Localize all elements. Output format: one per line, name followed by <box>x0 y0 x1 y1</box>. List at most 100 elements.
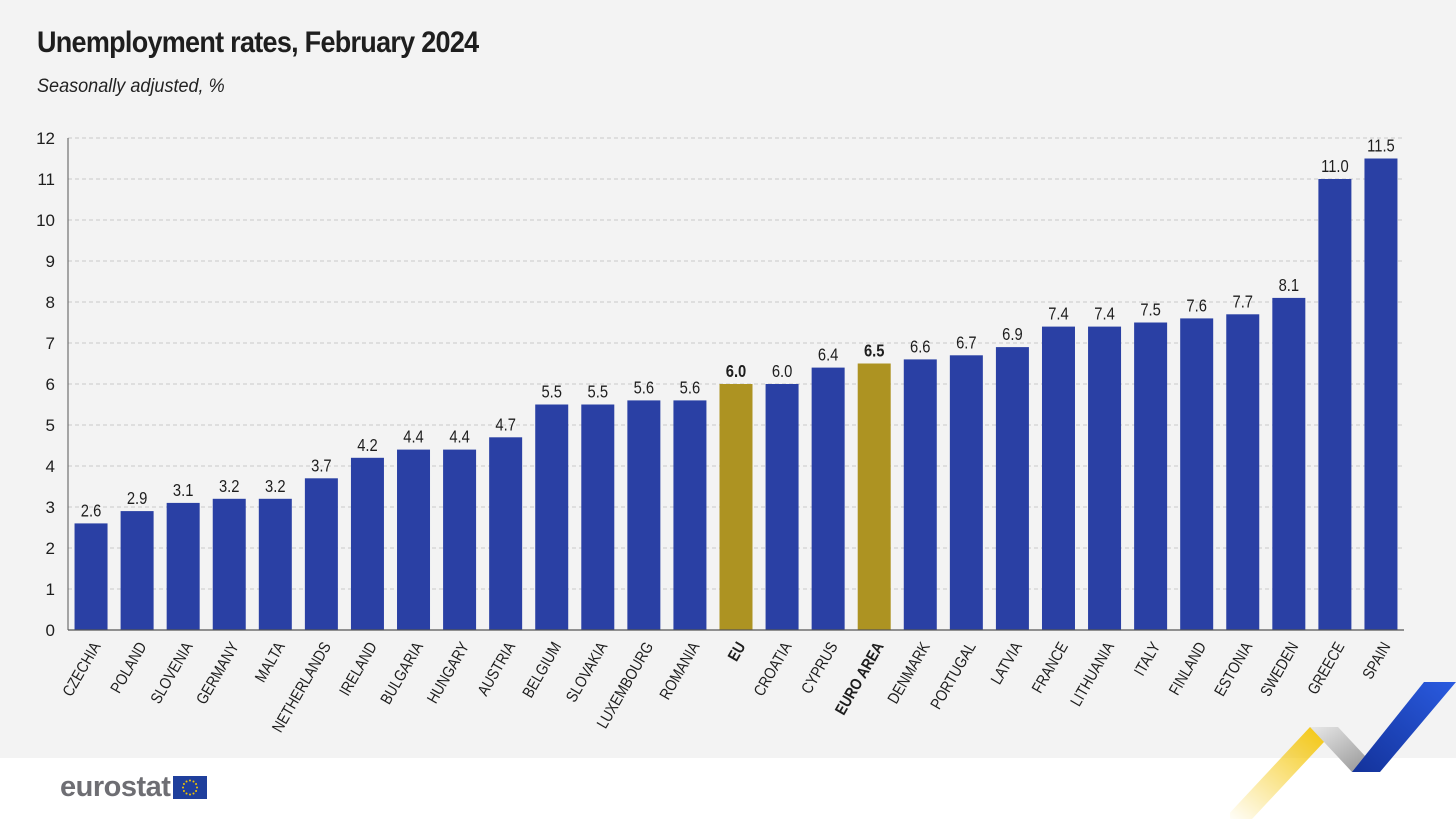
y-tick-label: 6 <box>46 375 55 394</box>
flag-star <box>195 783 198 785</box>
value-label: 2.6 <box>81 501 101 521</box>
value-label: 8.1 <box>1279 276 1299 296</box>
chart-title: Unemployment rates, February 2024 <box>37 26 479 59</box>
bar <box>857 363 891 630</box>
value-label: 7.5 <box>1140 300 1160 320</box>
value-label: 3.1 <box>173 481 193 501</box>
x-tick-label: MALTA <box>252 639 289 685</box>
logo-text: eurostat <box>60 771 171 803</box>
y-tick-label: 8 <box>46 293 55 312</box>
bar <box>765 384 799 630</box>
flag-star <box>189 779 192 782</box>
footer <box>0 758 1456 819</box>
bar <box>673 400 707 630</box>
y-tick-label: 2 <box>46 539 55 558</box>
bar <box>1364 158 1398 630</box>
value-label: 7.4 <box>1048 304 1068 324</box>
value-label: 4.4 <box>449 427 469 447</box>
value-label: 5.5 <box>588 382 608 402</box>
flag-star <box>195 790 198 792</box>
bar <box>811 367 845 630</box>
bar <box>166 502 200 630</box>
bar <box>719 384 753 630</box>
value-label: 2.9 <box>127 489 147 509</box>
value-label: 11.5 <box>1367 136 1395 156</box>
y-tick-label: 10 <box>36 211 55 230</box>
x-tick-label: FRANCE <box>1029 639 1072 696</box>
x-tick-label: FINLAND <box>1166 640 1210 699</box>
value-label: 5.5 <box>541 382 561 402</box>
value-label: 5.6 <box>680 378 700 398</box>
value-label: 4.7 <box>495 415 515 435</box>
bar <box>212 498 246 630</box>
x-tick-label: IRELAND <box>337 640 381 700</box>
value-label: 3.7 <box>311 456 331 476</box>
value-label: 7.4 <box>1094 304 1114 324</box>
bar <box>1180 318 1214 630</box>
bar <box>258 498 292 630</box>
value-label: 6.9 <box>1002 325 1022 345</box>
x-tick-label: LATVIA <box>988 639 1026 687</box>
value-label: 3.2 <box>219 476 239 496</box>
value-labels: 2.6 2.9 3.1 3.2 3.2 3.7 4.2 4.4 4.4 4.7 5.5 5.5 5.6 5… <box>81 136 1395 521</box>
bar <box>1134 322 1168 630</box>
bar <box>397 449 431 630</box>
x-tick-label: ROMANIA <box>657 639 704 703</box>
bar <box>1041 326 1075 630</box>
y-tick-label: 7 <box>46 334 55 353</box>
value-label: 6.0 <box>772 362 792 382</box>
value-label: 6.0 <box>726 362 746 382</box>
bar <box>535 404 569 630</box>
x-tick-label: EURO AREA <box>833 639 889 718</box>
bar <box>443 449 477 630</box>
x-tick-label: AUSTRIA <box>475 639 519 699</box>
bar <box>903 359 937 630</box>
flag-star <box>192 792 195 795</box>
y-tick-label: 0 <box>46 621 55 640</box>
value-label: 6.5 <box>864 341 884 361</box>
value-label: 6.4 <box>818 345 838 365</box>
flag-star <box>196 786 199 789</box>
bar <box>304 478 338 630</box>
axes <box>67 138 1404 631</box>
chart-subtitle: Seasonally adjusted, % <box>37 76 225 97</box>
x-tick-label: GERMANY <box>194 639 243 707</box>
y-tick-label: 9 <box>46 252 55 271</box>
bars <box>74 158 1398 630</box>
x-tick-label: POLAND <box>108 640 151 697</box>
flag-star <box>183 790 186 792</box>
y-tick-label: 11 <box>37 170 55 189</box>
bar <box>1226 314 1260 630</box>
bar <box>995 347 1029 630</box>
x-tick-label: SPAIN <box>1360 640 1395 683</box>
x-tick-label: BULGARIA <box>378 639 427 707</box>
x-tick-label: BELGIUM <box>520 640 565 702</box>
y-tick-label: 4 <box>46 457 55 476</box>
y-tick-label: 12 <box>36 129 55 148</box>
value-label: 7.6 <box>1186 296 1206 316</box>
bar <box>581 404 615 630</box>
flag-star <box>185 792 188 795</box>
value-label: 6.7 <box>956 333 976 353</box>
bar <box>120 511 154 630</box>
x-tick-label: LITHUANIA <box>1068 639 1118 709</box>
bar <box>1088 326 1122 630</box>
x-tick-label: CROATIA <box>751 639 796 699</box>
eurostat-logo: eurostat <box>60 771 208 804</box>
bar <box>1318 179 1352 630</box>
y-tick-label: 1 <box>46 580 55 599</box>
flag-star <box>183 783 186 785</box>
x-tick-label: ITALY <box>1132 639 1165 679</box>
decorative-ribbon-icon <box>1230 682 1456 819</box>
flag-star <box>192 780 195 783</box>
value-label: 4.2 <box>357 435 377 455</box>
bar <box>350 457 384 630</box>
x-tick-label: HUNGARY <box>425 639 474 706</box>
x-tick-label: DENMARK <box>885 639 934 707</box>
value-label: 11.0 <box>1321 157 1349 177</box>
eu-flag-icon <box>173 776 208 799</box>
flag-star <box>182 786 185 789</box>
value-label: 6.6 <box>910 337 930 357</box>
